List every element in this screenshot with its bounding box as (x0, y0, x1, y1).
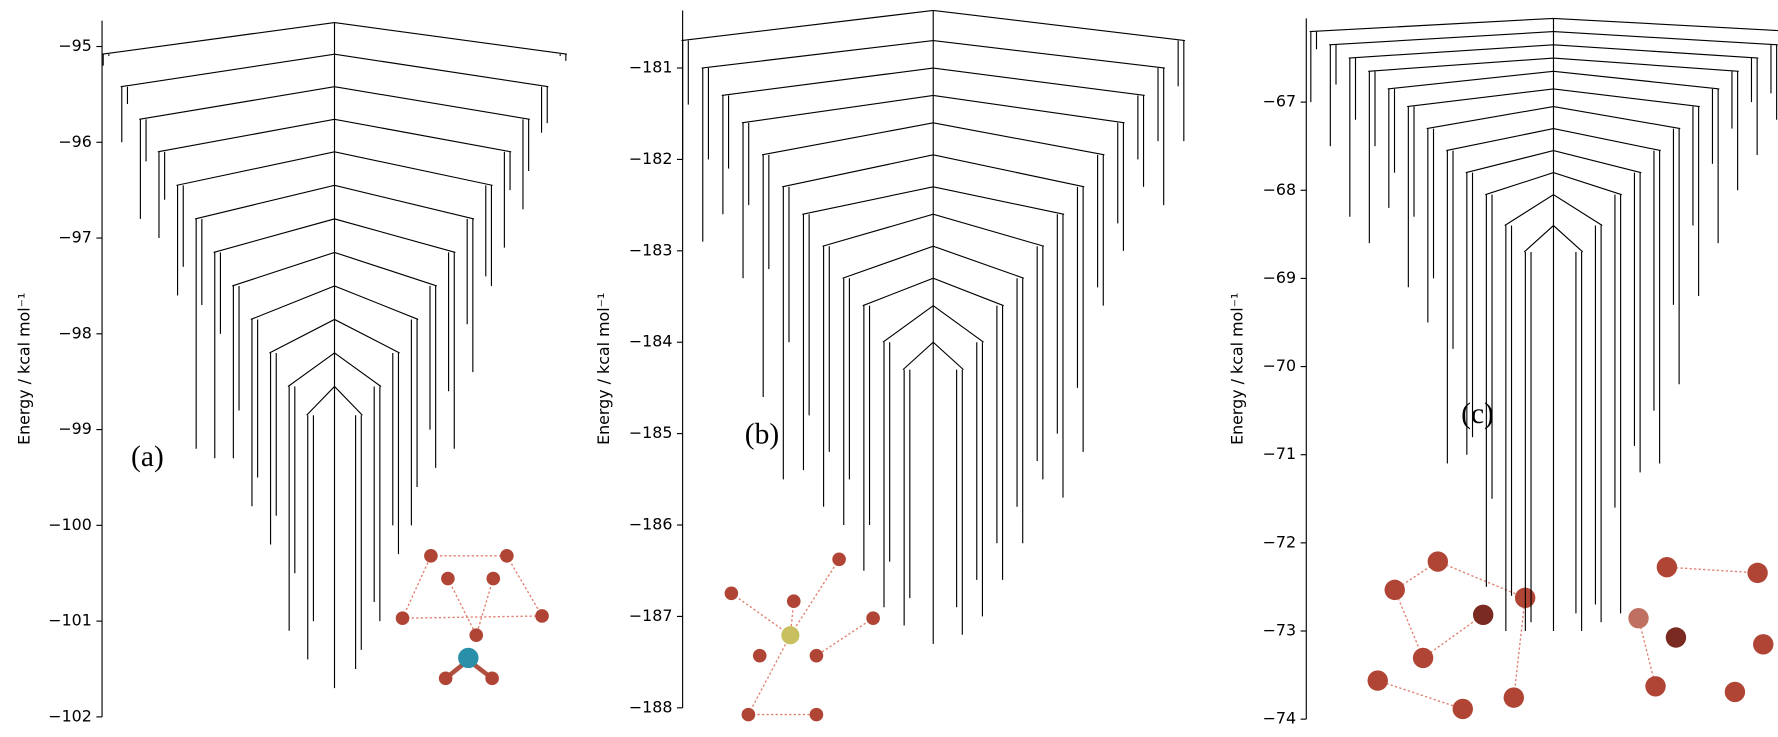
y-tick-label: −67 (1263, 92, 1296, 111)
molecule-b (725, 552, 880, 721)
y-axis-label: Energy / kcal mol⁻¹ (1228, 293, 1247, 445)
molecule-c (1368, 551, 1774, 719)
y-tick-label: −72 (1263, 532, 1296, 551)
panel-label: (c) (1461, 398, 1494, 430)
y-tick-label: −95 (58, 36, 91, 55)
y-tick-label: −71 (1263, 444, 1296, 463)
y-tick-label: −100 (48, 515, 92, 534)
y-tick-label: −74 (1263, 709, 1296, 728)
panel-label: (a) (131, 441, 164, 473)
y-axis-label: Energy / kcal mol⁻¹ (594, 293, 613, 445)
y-tick-label: −98 (58, 323, 91, 342)
y-tick-label: −182 (629, 149, 673, 168)
y-tick-label: −97 (58, 228, 91, 247)
y-tick-label: −186 (629, 515, 673, 534)
y-tick-label: −69 (1263, 268, 1296, 287)
y-axis-label: Energy / kcal mol⁻¹ (14, 293, 33, 445)
panel-label: (b) (745, 419, 779, 451)
y-tick-label: −187 (629, 606, 673, 625)
y-tick-label: −101 (48, 611, 92, 630)
y-tick-label: −70 (1263, 356, 1296, 375)
y-tick-label: −184 (629, 332, 673, 351)
y-tick-label: −96 (58, 132, 91, 151)
y-tick-label: −102 (48, 706, 92, 725)
y-tick-label: −188 (629, 697, 673, 716)
molecule-a (396, 549, 549, 685)
y-tick-label: −73 (1263, 621, 1296, 640)
y-tick-label: −183 (629, 240, 673, 259)
y-tick-label: −185 (629, 423, 673, 442)
y-tick-label: −99 (58, 419, 91, 438)
y-tick-label: −68 (1263, 180, 1296, 199)
y-tick-label: −181 (629, 58, 673, 77)
branch (1310, 18, 1778, 31)
figure: −95 −96 −97 −98 −99 −100 −101 −102 Energy / kcal… (0, 0, 1778, 733)
